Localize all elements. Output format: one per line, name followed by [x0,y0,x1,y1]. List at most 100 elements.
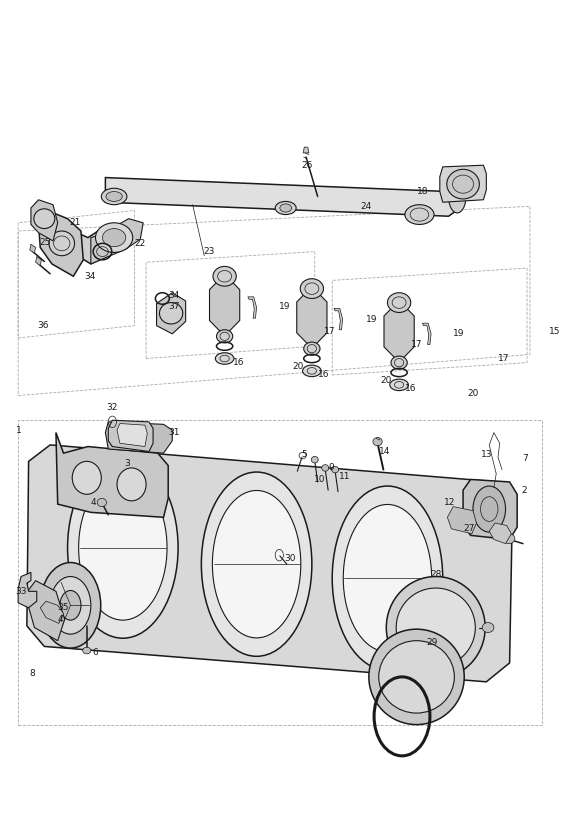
Ellipse shape [332,486,442,670]
Polygon shape [157,293,185,334]
Ellipse shape [303,365,321,377]
Ellipse shape [34,208,55,228]
Text: 16: 16 [233,358,245,368]
Text: 16: 16 [318,371,329,380]
Text: 10: 10 [314,475,325,484]
Polygon shape [108,420,153,452]
Polygon shape [117,424,147,447]
Text: 31: 31 [168,428,180,437]
Polygon shape [384,301,414,363]
Polygon shape [30,244,36,253]
Ellipse shape [97,499,107,507]
Polygon shape [27,445,512,681]
Text: 19: 19 [453,330,465,339]
Text: 36: 36 [37,321,48,330]
Text: 6: 6 [92,648,98,657]
Circle shape [473,486,505,532]
Polygon shape [38,210,83,276]
Ellipse shape [160,302,182,324]
Text: 2: 2 [521,485,527,494]
Text: 34: 34 [84,272,96,281]
Ellipse shape [212,490,301,638]
Text: 22: 22 [135,239,146,248]
Ellipse shape [311,456,318,463]
Circle shape [50,577,91,634]
Ellipse shape [447,169,479,199]
Text: 26: 26 [301,161,312,170]
Text: 4: 4 [57,615,63,624]
Ellipse shape [215,353,234,364]
Polygon shape [297,287,327,349]
Polygon shape [440,166,486,202]
Text: 29: 29 [427,638,438,647]
Ellipse shape [117,468,146,501]
Polygon shape [422,323,431,344]
Text: 9: 9 [328,463,334,472]
Text: 21: 21 [69,218,81,227]
Text: 19: 19 [279,302,290,311]
Ellipse shape [343,504,431,652]
Polygon shape [334,308,343,330]
Text: 11: 11 [339,471,351,480]
Ellipse shape [300,279,324,298]
Text: 1: 1 [16,426,22,434]
Polygon shape [36,256,41,265]
Polygon shape [56,224,126,264]
Polygon shape [489,523,511,544]
Text: 17: 17 [411,340,422,349]
Text: 18: 18 [417,187,428,196]
Text: 37: 37 [168,302,180,311]
Polygon shape [209,274,240,336]
Polygon shape [91,218,143,264]
Polygon shape [248,297,257,318]
Ellipse shape [304,342,320,355]
Polygon shape [18,573,37,608]
Ellipse shape [388,293,411,312]
Ellipse shape [391,356,408,369]
Ellipse shape [96,222,133,252]
Text: 28: 28 [430,570,441,579]
Ellipse shape [49,231,75,255]
Text: 35: 35 [58,603,69,612]
Text: 15: 15 [549,327,560,336]
Text: 17: 17 [324,327,335,336]
Text: 25: 25 [39,238,51,247]
Text: 12: 12 [444,498,455,507]
Ellipse shape [387,577,485,678]
Circle shape [40,563,101,648]
Text: 17: 17 [498,354,510,363]
Circle shape [60,591,81,620]
Ellipse shape [280,204,292,212]
Ellipse shape [275,201,296,214]
Ellipse shape [68,457,178,639]
Ellipse shape [396,588,475,667]
Polygon shape [40,602,64,624]
Text: 30: 30 [285,554,296,563]
Ellipse shape [379,641,454,713]
Text: 20: 20 [293,363,304,372]
Text: 24: 24 [360,202,371,211]
Ellipse shape [369,630,464,724]
Ellipse shape [216,330,233,343]
Text: 27: 27 [463,524,475,533]
Ellipse shape [405,204,434,224]
Ellipse shape [322,465,329,471]
Ellipse shape [103,228,126,246]
Text: 20: 20 [468,390,479,398]
Ellipse shape [448,180,466,213]
Text: 32: 32 [107,404,118,412]
Ellipse shape [201,472,312,656]
Text: 13: 13 [480,450,492,459]
Text: 4: 4 [91,498,97,507]
Ellipse shape [482,623,494,633]
Ellipse shape [503,534,515,544]
Ellipse shape [72,461,101,494]
Ellipse shape [101,188,127,204]
Text: 19: 19 [366,316,378,325]
Text: 14: 14 [379,447,390,456]
Polygon shape [106,177,460,216]
Text: 7: 7 [522,454,528,463]
Text: 20: 20 [380,377,391,386]
Ellipse shape [79,475,167,620]
Polygon shape [106,422,172,453]
